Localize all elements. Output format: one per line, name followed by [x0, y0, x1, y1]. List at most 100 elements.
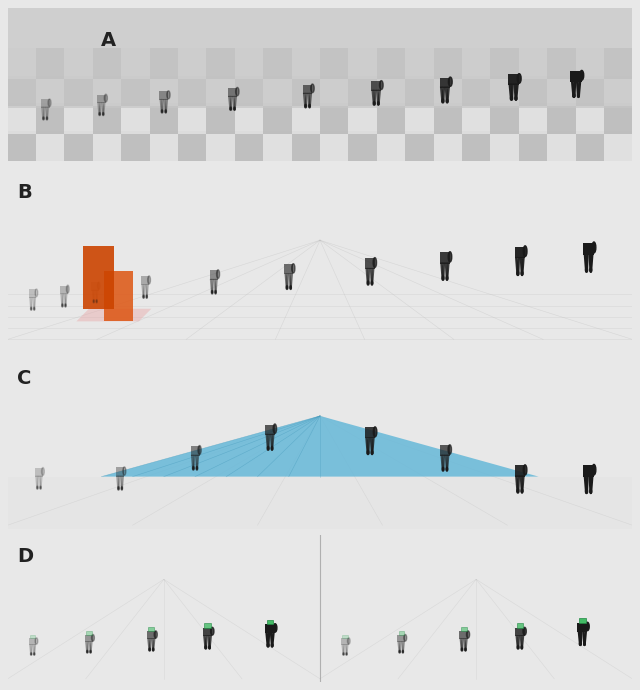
Bar — [342, 635, 348, 638]
Bar — [405, 130, 433, 161]
Circle shape — [122, 487, 123, 490]
Bar — [519, 76, 547, 106]
Circle shape — [573, 94, 575, 97]
Circle shape — [522, 271, 523, 275]
Bar — [547, 48, 575, 79]
Circle shape — [46, 117, 47, 120]
Bar — [8, 130, 36, 161]
Circle shape — [586, 622, 589, 631]
Circle shape — [446, 276, 447, 280]
Text: B: B — [17, 183, 32, 201]
Bar — [60, 286, 68, 295]
Circle shape — [374, 102, 375, 105]
Circle shape — [162, 110, 163, 113]
Circle shape — [367, 282, 369, 285]
Circle shape — [43, 117, 44, 120]
Circle shape — [573, 94, 574, 97]
Bar — [235, 104, 263, 134]
Bar — [263, 104, 292, 134]
Bar — [303, 85, 312, 94]
Circle shape — [62, 304, 63, 307]
Bar — [85, 635, 93, 642]
Circle shape — [99, 112, 100, 115]
Circle shape — [346, 653, 347, 656]
Bar — [36, 48, 65, 79]
Circle shape — [378, 102, 379, 105]
Bar — [547, 76, 575, 106]
Bar — [121, 104, 150, 134]
Bar — [320, 104, 348, 134]
Circle shape — [461, 648, 462, 651]
Bar — [93, 48, 121, 79]
Circle shape — [167, 91, 170, 99]
Polygon shape — [101, 416, 539, 477]
Circle shape — [290, 286, 291, 289]
Bar — [65, 104, 93, 134]
Bar — [604, 130, 632, 161]
Circle shape — [586, 268, 588, 272]
Circle shape — [148, 276, 150, 284]
Circle shape — [35, 638, 38, 644]
Bar — [490, 48, 519, 79]
Circle shape — [461, 648, 463, 651]
Bar — [150, 130, 178, 161]
Circle shape — [442, 99, 444, 103]
Bar — [515, 246, 525, 258]
Circle shape — [31, 307, 32, 310]
Circle shape — [37, 486, 38, 489]
Bar — [178, 104, 207, 134]
Circle shape — [378, 102, 379, 105]
Circle shape — [586, 489, 588, 493]
Circle shape — [371, 282, 372, 285]
Bar — [121, 130, 150, 161]
Circle shape — [367, 451, 369, 455]
Circle shape — [580, 642, 581, 645]
Bar — [348, 76, 377, 106]
Circle shape — [521, 646, 522, 649]
Bar — [235, 48, 263, 79]
Circle shape — [517, 489, 518, 493]
Bar — [36, 104, 65, 134]
Bar — [292, 48, 320, 79]
Circle shape — [268, 446, 269, 450]
Bar — [207, 48, 235, 79]
Circle shape — [43, 117, 44, 120]
Circle shape — [373, 257, 376, 268]
Bar — [519, 48, 547, 79]
Circle shape — [590, 268, 592, 272]
Circle shape — [404, 634, 406, 641]
Circle shape — [271, 446, 273, 450]
Circle shape — [590, 268, 591, 272]
Bar — [399, 631, 404, 635]
Circle shape — [267, 644, 268, 647]
Circle shape — [205, 646, 207, 649]
Circle shape — [146, 295, 147, 298]
Circle shape — [34, 307, 35, 310]
Circle shape — [373, 427, 377, 437]
Circle shape — [97, 282, 100, 290]
Bar — [178, 130, 207, 161]
Circle shape — [36, 486, 38, 489]
Bar — [519, 104, 547, 134]
Bar — [8, 76, 36, 106]
Circle shape — [143, 295, 144, 298]
Bar — [377, 48, 405, 79]
Circle shape — [234, 107, 235, 110]
Circle shape — [518, 489, 519, 493]
Bar — [433, 76, 462, 106]
Bar — [92, 282, 99, 290]
Circle shape — [447, 99, 448, 103]
Circle shape — [236, 88, 239, 96]
Circle shape — [149, 648, 150, 651]
Bar — [508, 75, 519, 85]
Bar — [433, 104, 462, 134]
Circle shape — [118, 487, 119, 490]
Circle shape — [196, 466, 197, 470]
Circle shape — [517, 271, 519, 275]
Bar — [405, 104, 433, 134]
Bar — [65, 48, 93, 79]
Circle shape — [165, 110, 166, 113]
Bar — [461, 627, 467, 631]
Circle shape — [165, 110, 166, 113]
Circle shape — [580, 70, 584, 80]
